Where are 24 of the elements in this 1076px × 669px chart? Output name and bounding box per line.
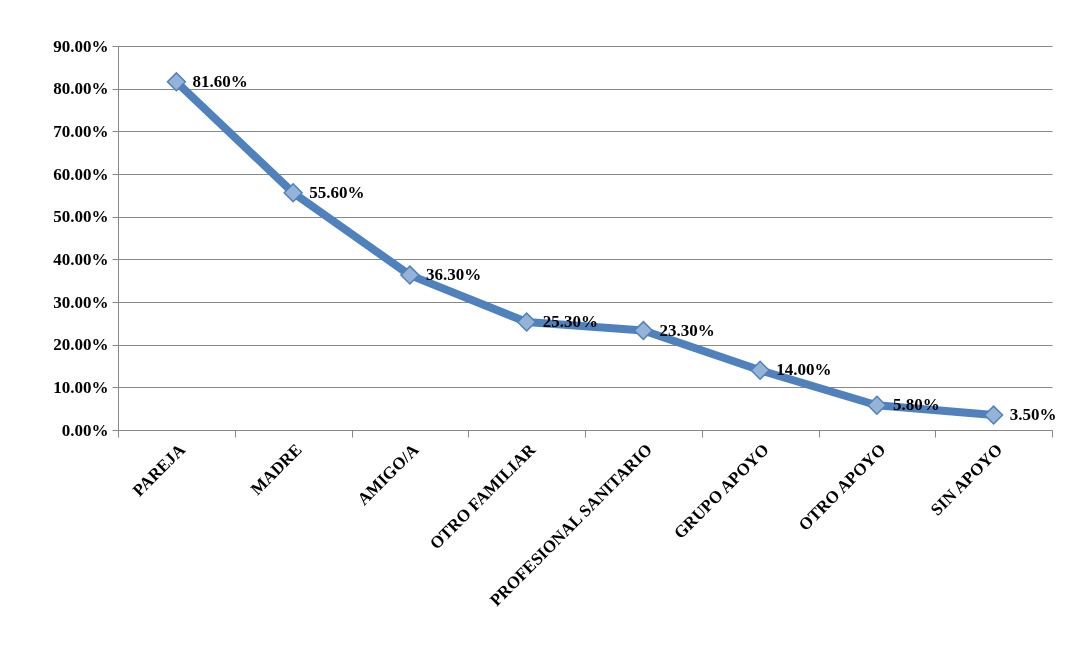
point [516, 312, 537, 332]
data-label: 36.30% [425, 265, 482, 285]
point [283, 183, 303, 203]
y-tick-label: 80.00% [53, 79, 109, 99]
data-label: 14.00% [776, 360, 832, 380]
data-label: 23.30% [659, 320, 715, 340]
point [400, 265, 420, 285]
y-tick-label: 90.00% [53, 36, 109, 56]
y-tick-label: 0.00% [61, 420, 109, 440]
y-tick-label: 30.00% [53, 292, 109, 312]
point [867, 395, 887, 415]
point [166, 72, 187, 92]
y-tick-label: 10.00% [53, 377, 109, 397]
data-label: 55.60% [309, 182, 365, 202]
y-tick-label: 40.00% [53, 249, 109, 269]
y-tick-label: 60.00% [53, 164, 109, 184]
y-tick-label: 70.00% [53, 121, 109, 141]
point [983, 405, 1004, 425]
data-label: 81.60% [192, 71, 248, 91]
y-tick-label: 50.00% [53, 207, 109, 227]
point [633, 320, 654, 341]
data-label: 3.50% [1009, 405, 1057, 425]
y-tick-label: 20.00% [53, 335, 109, 355]
point [750, 360, 770, 380]
